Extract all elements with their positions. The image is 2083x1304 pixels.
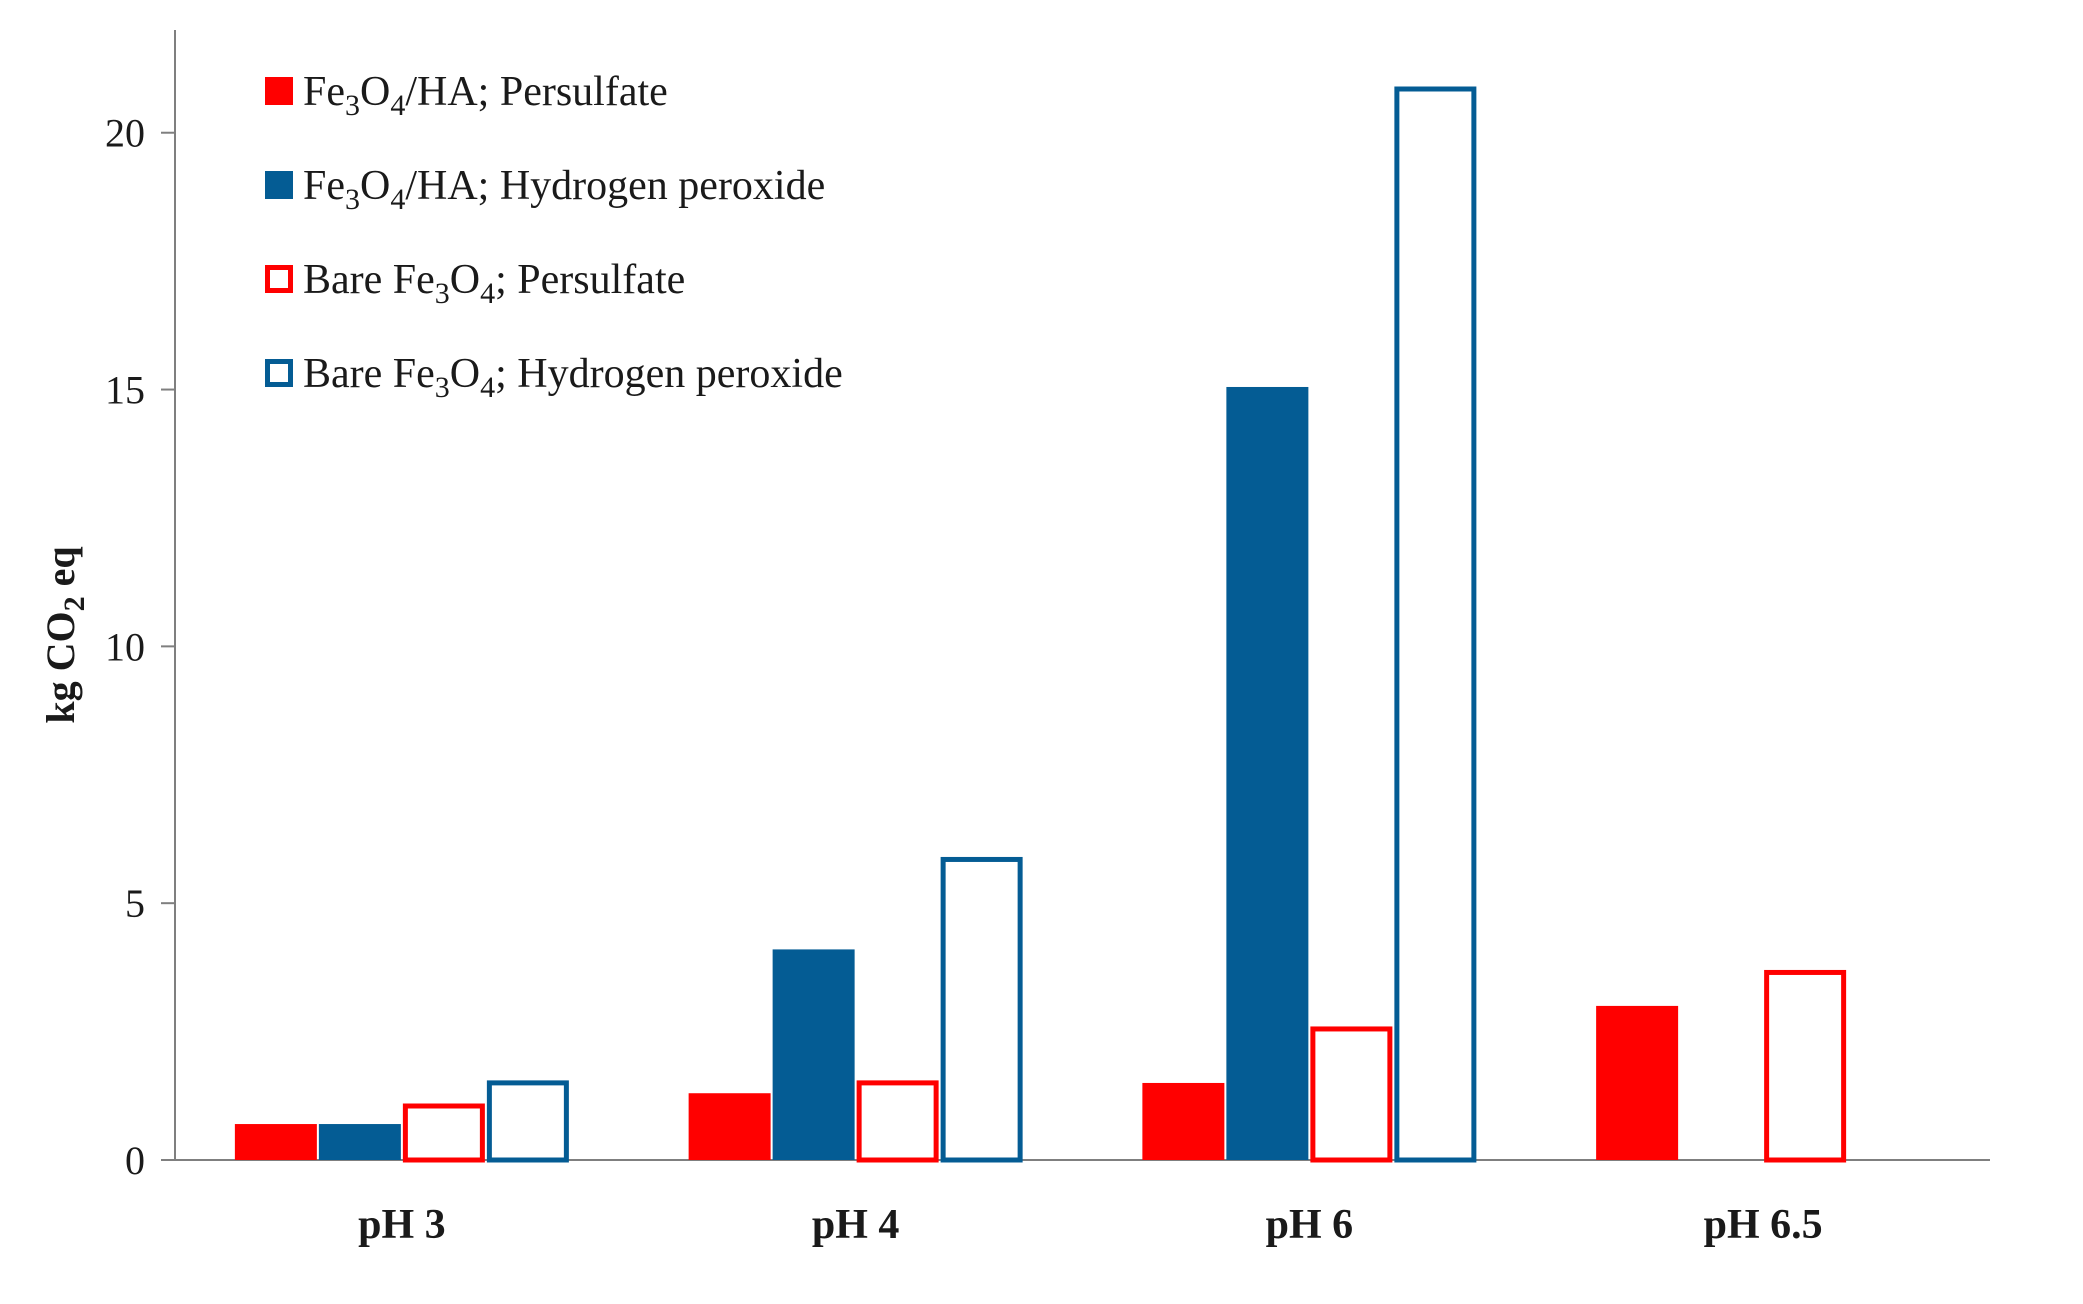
x-category-label: pH 3 (358, 1202, 446, 1248)
x-category-label: pH 4 (812, 1202, 900, 1248)
legend-label-bare_ps: Bare Fe3O4; Persulfate (303, 257, 685, 310)
bars-layer (234, 86, 1847, 1163)
bar-bare_hp-ph-3 (486, 1080, 569, 1163)
bar-bare_ps-ph-4 (856, 1080, 939, 1163)
bar-bare_ps-ph-6-5 (1764, 969, 1847, 1163)
x-category-label: pH 6 (1266, 1202, 1354, 1248)
legend-swatch-ha_hp (265, 171, 293, 199)
legend-swatch-bare_ps (265, 265, 293, 293)
bar-ha_ps-ph-6 (1142, 1082, 1225, 1160)
bar-bare_ps-ph-6 (1310, 1026, 1393, 1163)
legend-label-ha_ps: Fe3O4/HA; Persulfate (303, 69, 668, 122)
bar-bare_hp-ph-4 (940, 856, 1023, 1163)
bar-bare_hp-ph-6 (1394, 86, 1477, 1163)
bar-ha_ps-ph-3 (234, 1124, 317, 1160)
y-tick-label: 20 (105, 111, 145, 156)
y-tick-label: 0 (125, 1138, 145, 1183)
axes-layer: 0 5 10 15 20 kg CO2 eq pH 3 pH 4 pH 6 pH 6.5 (38, 30, 1990, 1248)
legend-label-bare_hp: Bare Fe3O4; Hydrogen peroxide (303, 351, 843, 404)
legend: Fe3O4/HA; Persulfate Fe3O4/HA; Hydrogen p… (265, 69, 843, 404)
bar-ha_ps-ph-4 (688, 1093, 771, 1160)
y-axis-title: kg CO2 eq (38, 546, 91, 723)
y-tick-label: 5 (125, 881, 145, 926)
bar-ha_hp-ph-6 (1226, 386, 1309, 1160)
bar-ha_ps-ph-6-5 (1596, 1005, 1679, 1160)
y-axis-title-tail: eq (38, 546, 83, 596)
y-axis-title-sub: 2 (58, 596, 91, 611)
bar-ha_hp-ph-3 (318, 1124, 401, 1160)
y-tick-label: 10 (105, 624, 145, 669)
legend-swatch-ha_ps (265, 77, 293, 105)
bar-bare_ps-ph-3 (402, 1103, 485, 1163)
y-tick-label: 15 (105, 368, 145, 413)
bar-ha_hp-ph-4 (772, 949, 855, 1160)
legend-label-ha_hp: Fe3O4/HA; Hydrogen peroxide (303, 163, 825, 216)
x-category-label: pH 6.5 (1704, 1202, 1823, 1248)
legend-swatch-bare_hp (265, 359, 293, 387)
y-axis-title-main: kg CO (38, 611, 83, 723)
